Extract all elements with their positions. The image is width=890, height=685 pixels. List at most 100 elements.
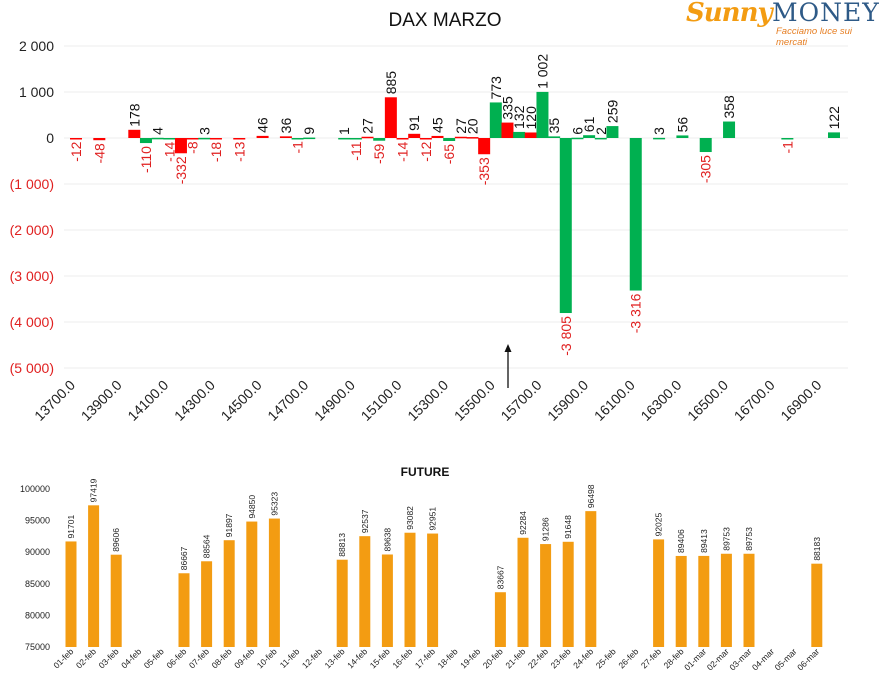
x-tick-label: 14100.0: [124, 377, 171, 424]
x-tick-label: 14-feb: [345, 646, 369, 670]
x-tick-label: 01-mar: [682, 646, 708, 672]
bar: [653, 137, 666, 140]
bar-value-label: 3: [651, 127, 667, 135]
x-tick-label: 22-feb: [526, 646, 550, 670]
bar: [524, 132, 537, 138]
bar: [198, 137, 211, 140]
x-tick-label: 07-feb: [187, 646, 211, 670]
bar: [571, 137, 584, 140]
y-tick-label: 1 000: [19, 84, 54, 100]
x-tick-label: 16300.0: [637, 377, 684, 424]
bar: [466, 137, 479, 139]
bar: [110, 554, 122, 647]
bar: [559, 138, 572, 314]
bar-value-label: -8: [185, 141, 201, 154]
bar-value-label: 91701: [66, 515, 76, 539]
bar-value-label: 83667: [495, 565, 505, 589]
bar: [583, 135, 596, 138]
x-tick-label: 26-feb: [616, 646, 640, 670]
bar-value-label: 91286: [541, 517, 551, 541]
bar-value-label: 93082: [405, 506, 415, 530]
x-tick-label: 15500.0: [451, 377, 498, 424]
bar: [419, 138, 432, 140]
bar: [675, 555, 687, 647]
bar: [443, 138, 456, 141]
bar: [828, 132, 840, 138]
bar-value-label: 132: [511, 105, 527, 129]
bar: [291, 138, 304, 140]
bar-value-label: 9: [301, 127, 317, 135]
x-tick-label: 23-feb: [548, 646, 572, 670]
bar: [163, 138, 176, 140]
x-tick-label: 06-feb: [164, 646, 188, 670]
bar-value-label: 86667: [179, 546, 189, 570]
logo-tagline: Facciamo luce sui mercati: [776, 26, 853, 48]
bar: [489, 102, 502, 138]
x-tick-label: 04-mar: [750, 646, 776, 672]
x-tick-label: 16100.0: [591, 377, 638, 424]
bar-value-label: -332: [173, 156, 189, 184]
y-tick-label: 2 000: [19, 38, 54, 54]
bar: [186, 138, 199, 140]
x-tick-label: 28-feb: [661, 646, 685, 670]
bar: [653, 539, 665, 647]
bar-value-label: 20: [464, 118, 480, 134]
x-tick-label: 16900.0: [777, 377, 824, 424]
bar: [88, 505, 100, 647]
bar: [501, 122, 514, 138]
dax-strike-chart: 2 000 1 000 0 (1 000) (2 000) (3 000) (4 000) (…: [10, 38, 848, 424]
bar-value-label: -3 316: [628, 293, 644, 333]
y-tick-label: (2 000): [10, 222, 54, 238]
bar: [431, 135, 444, 138]
bar: [811, 563, 823, 647]
bar: [373, 138, 386, 141]
bar: [384, 97, 397, 138]
x-tick-label: 24-feb: [571, 646, 595, 670]
bar-value-label: 27: [453, 118, 469, 134]
bar: [494, 592, 506, 647]
bar-value-label: -3 805: [558, 316, 574, 356]
bar-value-label: 89638: [382, 528, 392, 552]
bar-value-label: 4: [150, 127, 166, 135]
bar-value-label: 97419: [89, 478, 99, 502]
bar: [720, 553, 732, 647]
bar-value-label: 46: [255, 117, 271, 133]
x-tick-label: 13700.0: [31, 377, 78, 424]
bar: [781, 138, 794, 140]
bar-value-label: 335: [499, 96, 515, 120]
bar-value-label: 6: [569, 127, 585, 135]
x-tick-label: 12-feb: [300, 646, 324, 670]
bar: [139, 138, 152, 144]
bar-value-label: 36: [278, 118, 294, 134]
bar-value-label: 91: [406, 115, 422, 131]
bar: [70, 138, 82, 140]
x-tick-label: 19-feb: [458, 646, 482, 670]
bar: [699, 138, 712, 153]
bar-value-label: 91648: [563, 515, 573, 539]
bar-value-label: -14: [161, 141, 177, 161]
bar-value-label: -110: [138, 146, 154, 173]
bar: [201, 561, 213, 647]
bar: [517, 537, 529, 647]
bar: [209, 138, 222, 140]
x-tick-label: 17-feb: [413, 646, 437, 670]
bar: [338, 137, 351, 140]
x-tick-label: 15-feb: [368, 646, 392, 670]
bar: [427, 533, 439, 647]
bar: [676, 135, 689, 138]
x-tick-label: 14700.0: [264, 377, 311, 424]
chart-title: DAX MARZO: [388, 10, 502, 31]
y-tick-label: 80000: [25, 610, 50, 620]
x-tick-label: 13-feb: [322, 646, 346, 670]
bar-value-label: -65: [441, 144, 457, 164]
bar-value-label: 27: [360, 118, 376, 134]
bar: [585, 511, 597, 647]
y-tick-label: 85000: [25, 579, 50, 589]
bar: [223, 540, 235, 647]
bar-value-label: -13: [231, 141, 247, 161]
bar-value-label: -18: [208, 142, 224, 162]
y-tick-label: 95000: [25, 516, 50, 526]
bar-value-label: 885: [383, 71, 399, 95]
x-tick-label: 18-feb: [435, 646, 459, 670]
y-tick-label: (4 000): [10, 314, 54, 330]
